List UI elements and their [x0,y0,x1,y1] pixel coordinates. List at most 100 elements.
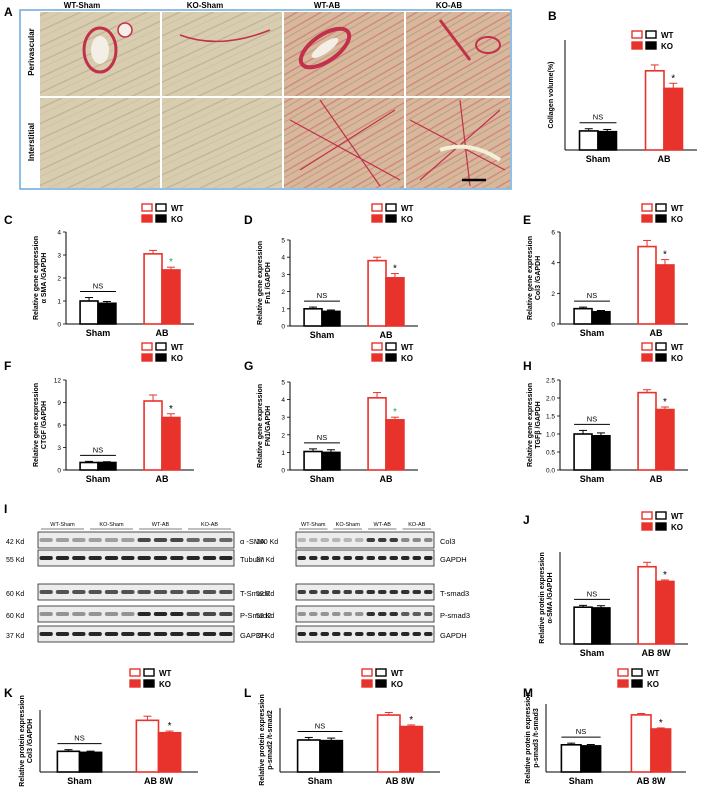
right-blot-band [355,590,364,594]
bar-wt-sham [79,461,99,471]
right-blot-kd: 52 Kd [256,591,274,598]
panel-a: A WT-Sham KO-Sham WT-AB KO-AB Perivascul… [4,1,512,190]
left-blot-band [170,632,184,636]
left-blot-kd: 37 Kd [6,633,24,640]
x-tick-label: AB [156,328,169,338]
right-blot-band [412,556,421,560]
legend-swatch-ko-ab [141,353,153,362]
panel-l: L Relative protein expressionp-smad2 /t-s… [244,668,440,786]
right-blot-band [401,612,410,616]
left-blot-band [72,538,86,542]
x-tick-label: Sham [310,474,335,484]
left-blot-band [219,632,233,636]
left-blot-band [88,556,102,560]
y-tick-label: 4 [551,260,555,267]
right-blot-strip [295,583,435,601]
panel-a-letter: A [4,5,13,19]
legend-label-wt: WT [171,343,184,352]
legend-swatch-ko-sham [631,679,643,688]
right-blot-name: GAPDH [440,631,467,640]
panel-k-letter: K [4,686,13,700]
legend-swatch-wt-ab [141,342,153,351]
left-blot-band [39,556,53,560]
left-blot-band [104,590,119,594]
legend-swatch-ko-ab [371,214,383,223]
legend-swatch-wt-ab [631,30,643,39]
left-blot-band [153,590,168,594]
right-blot-band [309,590,318,594]
y-tick-label: 2.0 [546,396,555,403]
left-blot-band [219,612,233,616]
left-blot-band [104,612,119,616]
histology-column-labels: WT-Sham KO-Sham WT-AB KO-AB [64,1,463,10]
panel-i-letter: I [4,502,7,516]
left-blot-name: GAPDH [240,631,267,640]
right-blot-band [401,556,410,560]
left-blot-band [186,632,200,636]
legend-label-ko: KO [661,42,673,51]
y-axis-label: Relative gene expressionFN1/GAPDH [257,384,272,468]
micrograph-ko-ab-interstitial [406,98,510,188]
panel-f-letter: F [4,359,11,373]
left-blot-band [153,632,168,636]
left-blot-name: Tubulin [240,555,264,564]
legend-label-ko: KO [671,215,683,224]
left-blot-band [55,632,70,636]
y-tick-label: 1.0 [546,432,555,439]
left-blot-band [170,538,184,542]
legend-swatch-wt-ab [361,668,373,677]
legend-label-ko: KO [671,523,683,532]
bar-wt-ab-8w [376,714,401,773]
right-blot-band [366,538,375,542]
legend-swatch-wt-sham [385,203,397,212]
y-tick-label: 0.5 [546,450,555,457]
y-axis-label: Relative protein expressionα-SMA /GAPDH [539,552,554,643]
left-blot-band [88,612,102,616]
left-blot-band [153,612,168,616]
left-lane-label-ko-ab: KO-AB [201,522,218,528]
ns-label: NS [93,282,103,291]
panel-d-letter: D [244,213,253,227]
bar-ko-ab-8w [157,731,182,773]
y-tick-label: 1 [281,306,285,313]
right-blot-band [389,612,398,616]
column-label-ko-sham: KO-Sham [187,1,223,10]
right-blot-strip [295,605,435,623]
legend-swatch-ko-sham [385,214,397,223]
bar-ko-ab-8w [399,725,424,773]
legend-swatch-wt-sham [631,668,643,677]
x-tick-label: AB [650,328,663,338]
legend-swatch-ko-ab [361,679,373,688]
legend-label-ko: KO [671,354,683,363]
legend-label-wt: WT [391,669,404,678]
ns-label: NS [93,445,103,454]
y-tick-label: 12 [54,378,62,385]
panel-j: J Relative protein expressionα-SMA /GAPDH… [523,511,688,658]
y-axis-label: Relative gene expressionFn1 /GAPDH [257,241,272,325]
y-tick-label: 6 [551,230,555,237]
x-tick-label: AB [650,474,663,484]
vessel-features [82,19,506,187]
bar-wt-ab [637,391,657,471]
row-label-interstitial: Interstitial [27,123,36,161]
legend-swatch-wt-sham [155,203,167,212]
right-blot-strip [295,625,435,643]
left-blot-band [104,538,119,542]
legend-label-wt: WT [401,204,414,213]
right-blot-band [424,538,433,542]
y-tick-label: 3 [57,445,61,452]
left-lane-label-wt-ab: WT-AB [152,522,170,528]
right-blot-band [332,632,341,636]
right-blot-band [424,612,433,616]
micrograph-wt-ab-interstitial [284,98,404,188]
ns-label: NS [587,414,597,423]
left-blot-band [39,590,53,594]
y-tick-label: 1 [57,299,61,306]
right-blot-name: Col3 [440,537,455,546]
right-blot-band [366,632,375,636]
bar-ko-sham [580,745,602,773]
left-blot-band [88,632,102,636]
left-blot-band [153,538,168,542]
x-tick-label: AB 8W [637,776,667,786]
